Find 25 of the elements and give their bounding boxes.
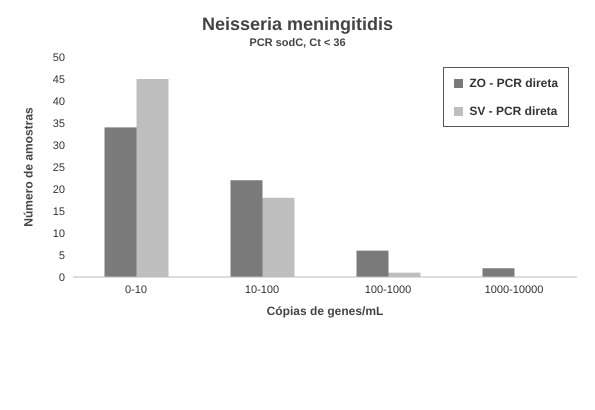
x-tick-label: 10-100 [244,284,280,296]
y-tick-label: 5 [58,250,65,262]
x-axis-title: Cópias de genes/mL [266,304,384,318]
y-tick-label: 50 [52,52,65,64]
bar [104,127,136,277]
chart-subtitle: PCR sodC, Ct < 36 [248,37,347,49]
y-tick-label: 0 [58,272,65,284]
y-tick-label: 45 [52,74,65,86]
y-tick-label: 40 [52,96,65,108]
bar [482,268,514,277]
x-tick-label: 0-10 [124,284,148,296]
bar [356,250,388,277]
legend-label: SV - PCR direta [469,104,558,118]
legend-label: ZO - PCR direta [469,76,558,90]
y-tick-label: 15 [52,206,65,218]
y-tick-label: 30 [52,140,65,152]
y-tick-label: 35 [52,118,65,130]
y-tick-label: 10 [52,228,65,240]
bar [230,180,262,277]
chart-title: Neisseria meningitidis [200,13,394,35]
y-axis-title: Número de amostras [21,106,36,227]
x-tick-label: 100-1000 [364,284,412,296]
x-tick-label: 1000-10000 [484,284,544,296]
y-tick-label: 25 [52,162,65,174]
y-tick-label: 20 [52,184,65,196]
